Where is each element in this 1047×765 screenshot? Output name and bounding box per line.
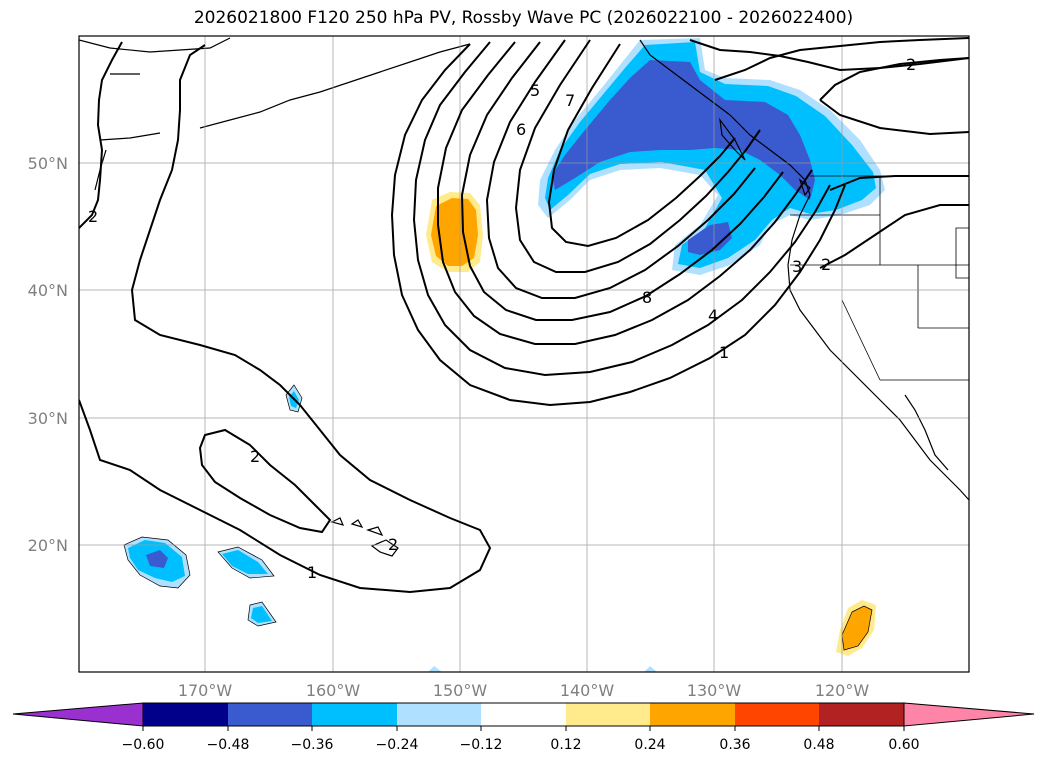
contour-1-west <box>79 44 492 594</box>
contour-label: 2 <box>250 447 260 466</box>
lon-label: 160°W <box>306 681 361 700</box>
lat-label: 20°N <box>28 536 68 555</box>
contour-label: 6 <box>516 120 526 139</box>
lon-label: 120°W <box>815 681 870 700</box>
colorbar-tick-label: −0.24 <box>376 737 419 753</box>
colorbar-segment <box>735 703 819 726</box>
figure-title: 2026021800 F120 250 hPa PV, Rossby Wave … <box>193 8 854 28</box>
negative-blob-3-mid <box>251 606 272 623</box>
contour-2-ne-b <box>819 99 969 136</box>
contour-labels: 2 5 7 6 2 8 4 1 3 2 2 2 1 <box>88 55 916 582</box>
contour-label: 1 <box>719 343 729 362</box>
lon-label: 130°W <box>687 681 742 700</box>
lat-label: 50°N <box>28 154 68 173</box>
positive-anomaly-south-mid <box>842 606 872 650</box>
longitude-labels: 170°W 160°W 150°W 140°W 130°W 120°W <box>178 681 870 700</box>
colorbar-segment <box>819 703 904 726</box>
anomaly-outlines <box>123 384 873 651</box>
contour-c <box>437 41 813 345</box>
colorbar-tick-label: 0.60 <box>888 737 919 753</box>
colorbar: −0.60 −0.48 −0.36 −0.24 −0.12 0.12 0.24 … <box>12 702 1035 753</box>
pv-anomaly-fills <box>124 38 885 672</box>
contour-label: 7 <box>565 91 575 110</box>
contour-2-hawaii <box>198 428 332 534</box>
negative-blob-hawaii-west-strong <box>146 550 168 568</box>
colorbar-tick-label: −0.60 <box>122 737 165 753</box>
colorbar-segment <box>312 703 397 726</box>
contour-label: 2 <box>388 535 398 554</box>
contour-label: 3 <box>792 257 802 276</box>
contour-b <box>412 41 831 377</box>
negative-anomaly-strong <box>552 60 815 200</box>
contour-2-west <box>79 41 123 229</box>
colorbar-tick-label: 0.36 <box>719 737 750 753</box>
lon-label: 140°W <box>560 681 615 700</box>
negative-anomaly-strong-2 <box>688 222 732 255</box>
negative-blob-5 <box>428 666 442 672</box>
contour-east-2 <box>819 204 969 269</box>
lat-label: 30°N <box>28 409 68 428</box>
colorbar-tick-label: −0.12 <box>460 737 503 753</box>
latitude-labels: 50°N 40°N 30°N 20°N <box>28 154 68 555</box>
colorbar-tick-label: −0.48 <box>207 737 250 753</box>
contour-a <box>390 43 846 407</box>
contour-2-ne <box>819 57 969 101</box>
contour-d <box>460 41 784 321</box>
contour-label: 4 <box>708 306 718 325</box>
colorbar-segment <box>397 703 481 726</box>
contour-ne-1 <box>689 39 969 72</box>
colorbar-segment <box>566 703 650 726</box>
contour-label: 5 <box>530 81 540 100</box>
negative-blob-2-mid <box>222 550 268 574</box>
colorbar-tick-labels: −0.60 −0.48 −0.36 −0.24 −0.12 0.12 0.24 … <box>122 737 920 753</box>
lat-label: 40°N <box>28 281 68 300</box>
contour-label: 2 <box>821 255 831 274</box>
colorbar-tick-label: −0.36 <box>291 737 334 753</box>
contour-ne-2 <box>714 37 969 81</box>
colorbar-tick-label: 0.48 <box>803 737 834 753</box>
contour-label: 1 <box>307 563 317 582</box>
map-frame <box>78 35 970 673</box>
negative-blob-6 <box>644 666 657 672</box>
colorbar-tick-label: 0.12 <box>550 737 581 753</box>
pv-contours <box>79 37 969 594</box>
contour-8 <box>514 39 761 273</box>
lon-label: 150°W <box>433 681 488 700</box>
colorbar-segment <box>481 703 566 726</box>
contour-inner <box>547 43 736 248</box>
contour-label: 2 <box>906 55 916 74</box>
contour-east <box>829 175 969 191</box>
coastlines <box>79 37 969 557</box>
contour-label: 8 <box>642 288 652 307</box>
lon-label: 170°W <box>178 681 233 700</box>
gridlines <box>79 36 969 672</box>
colorbar-segment <box>650 703 735 726</box>
colorbar-tick-label: 0.24 <box>634 737 665 753</box>
colorbar-extend-high <box>903 702 1035 727</box>
colorbar-extend-low <box>12 702 144 727</box>
colorbar-segment <box>143 703 228 726</box>
contour-e <box>485 39 756 299</box>
contour-label: 2 <box>88 207 98 226</box>
colorbar-segment <box>228 703 312 726</box>
colorbar-ticks <box>142 726 905 731</box>
